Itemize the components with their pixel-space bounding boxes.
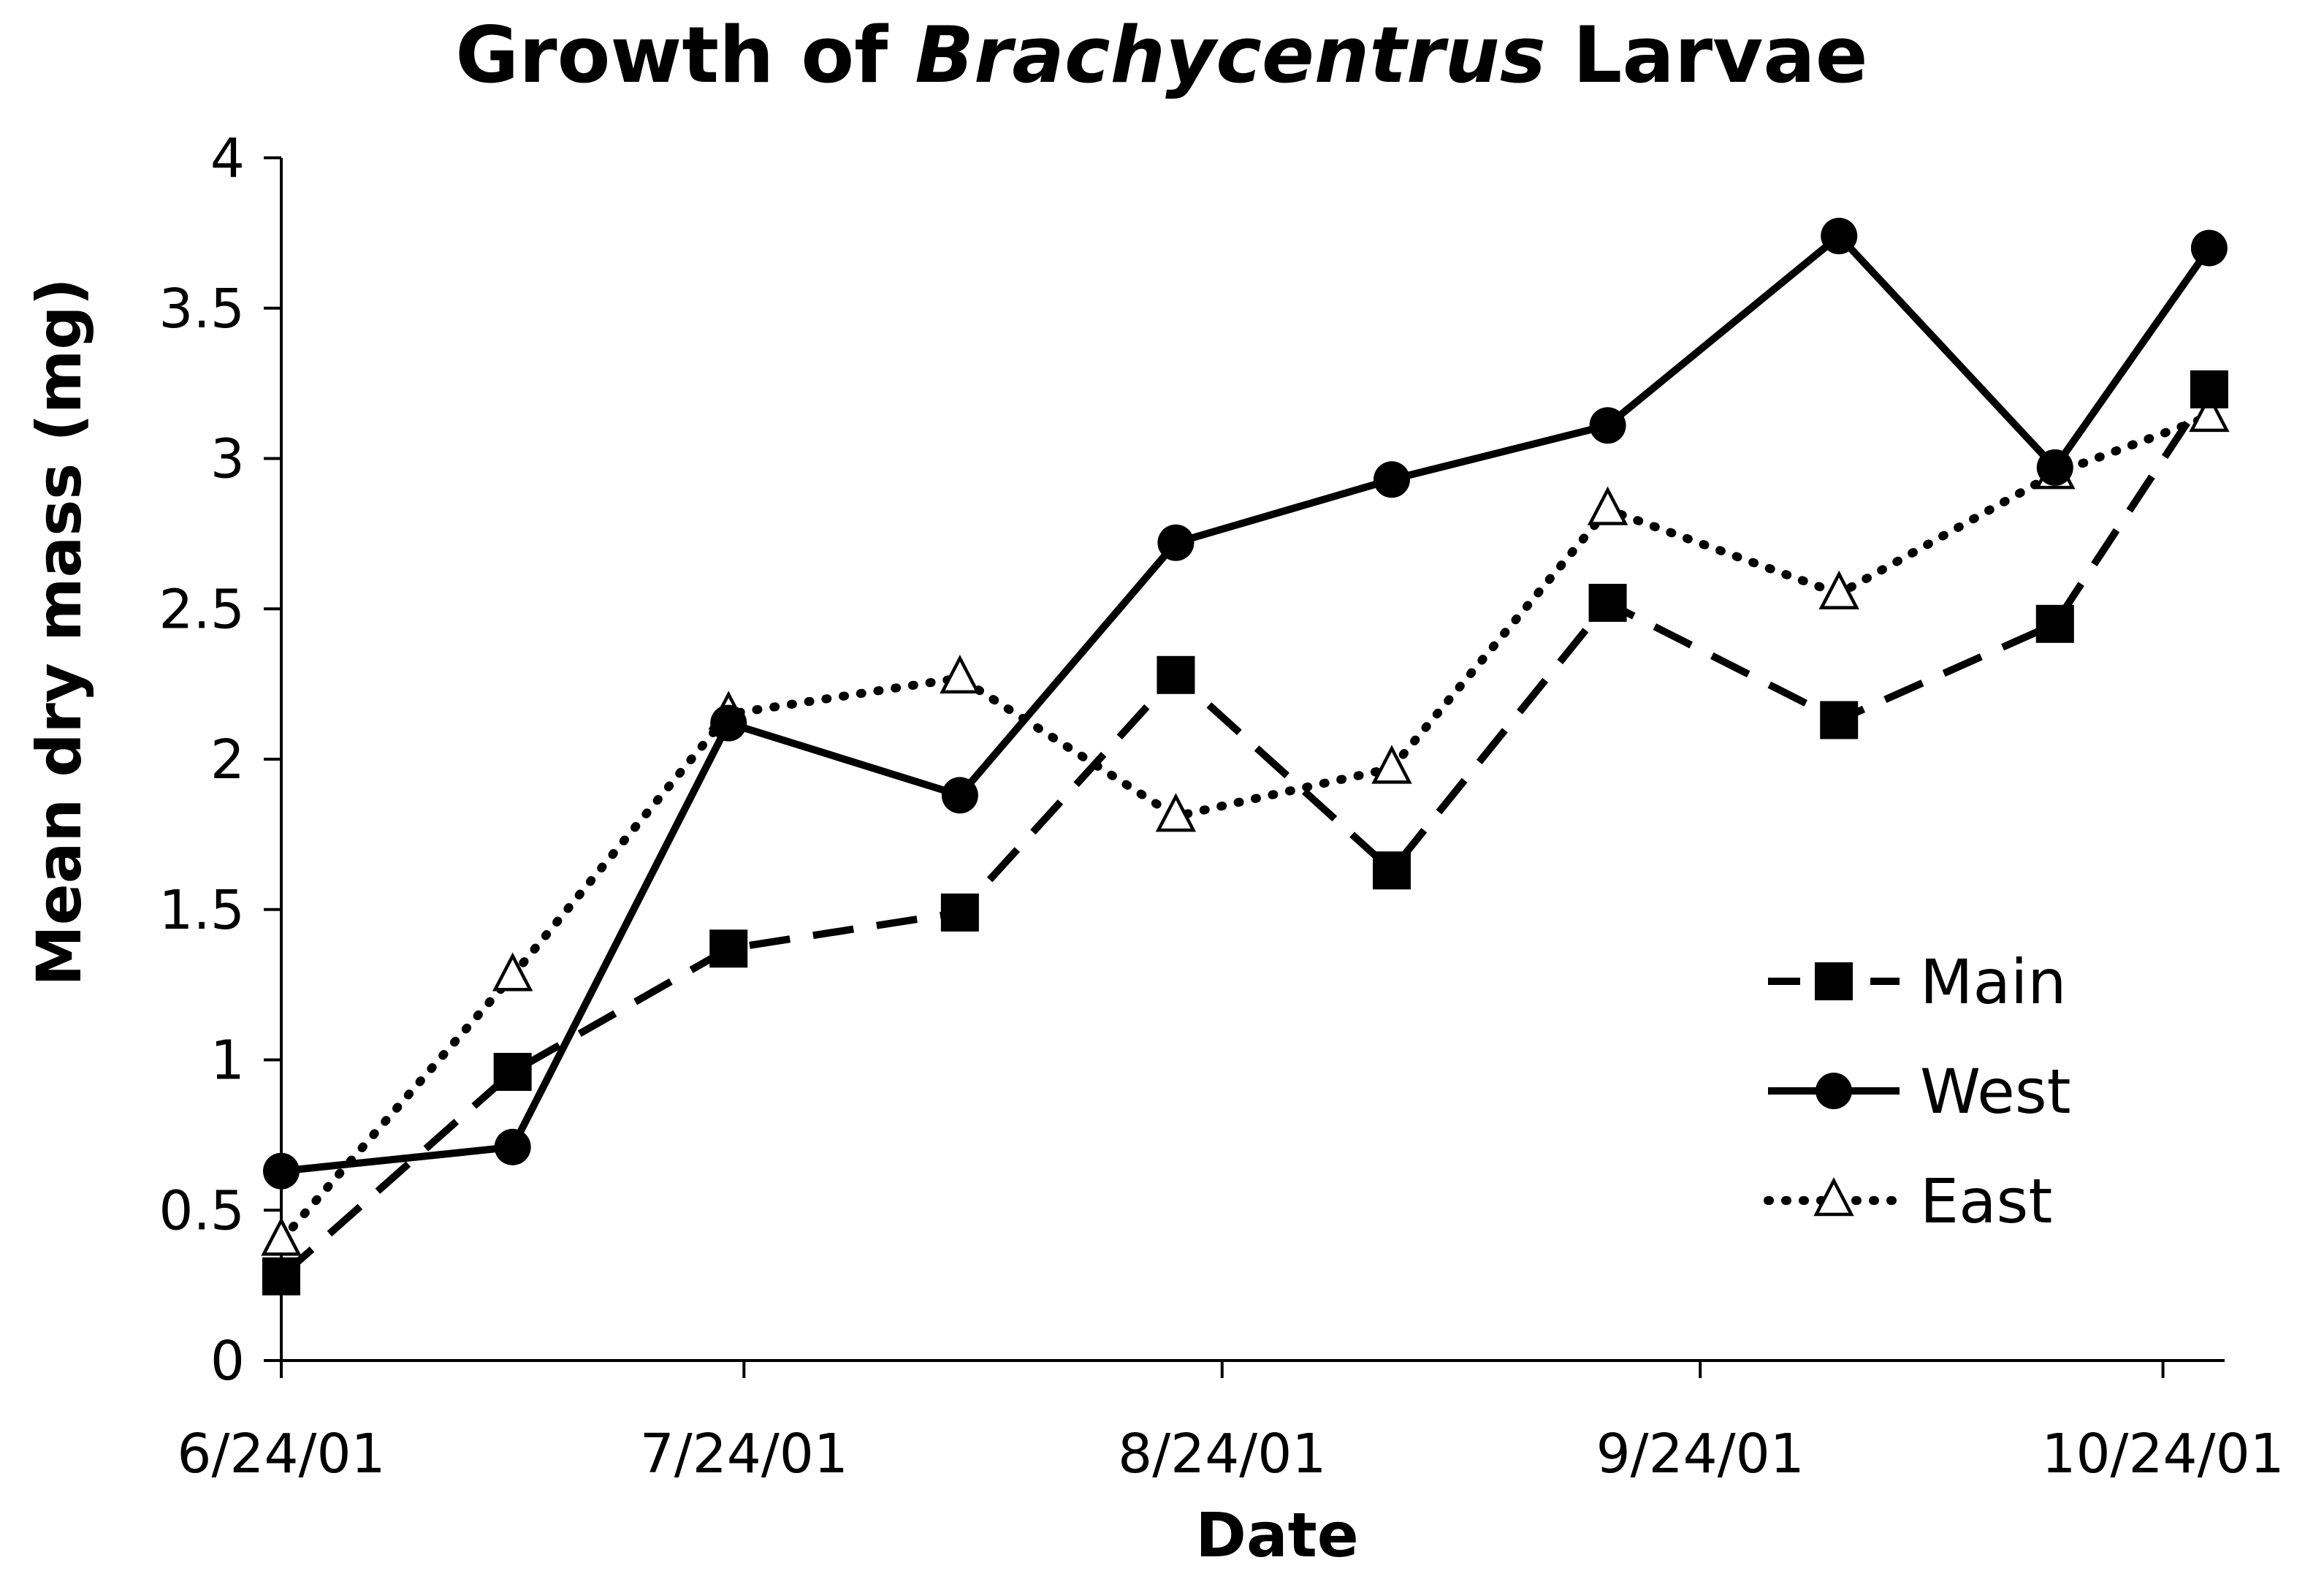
data-point-west [941,777,978,814]
data-point-main [2035,604,2074,643]
legend-marker-west [1816,1073,1852,1109]
data-point-west [494,1128,531,1165]
legend: Main West East [1764,946,2071,1237]
legend-label-east: East [1920,1165,2052,1237]
data-point-east [2189,393,2230,433]
data-point-main [940,893,979,932]
series-layer [261,217,2230,1295]
series-line-east [277,411,2214,1245]
chart-title-part-2: Brachycentrus [915,10,1546,100]
chart-title-part-3: Larvae [1546,10,1868,100]
data-point-east [1587,486,1628,525]
y-tick-label: 2.5 [159,578,245,641]
data-point-main [709,929,748,968]
y-tick-label: 1 [210,1030,245,1092]
y-tick-label: 1.5 [159,879,245,942]
data-point-main [1588,584,1627,623]
y-tick-label: 0.5 [159,1179,245,1242]
data-point-east [1371,745,1412,784]
data-point-east [1155,793,1197,832]
y-tick-label: 2 [210,728,245,791]
data-point-east [261,1217,302,1256]
x-tick-label: 6/24/01 [177,1423,385,1485]
data-point-main [262,1257,300,1295]
data-point-west [1589,407,1626,444]
data-point-main [1157,655,1195,694]
y-tick-label: 0 [210,1330,245,1393]
y-tick-label: 3.5 [159,278,245,340]
data-point-east [940,655,980,694]
data-point-main [1373,851,1411,890]
x-axis-title: Date [1195,1499,1359,1571]
x-tick-label: 7/24/01 [640,1423,848,1485]
data-point-west [263,1152,300,1190]
data-point-main [1820,701,1859,739]
data-point-west [1157,524,1195,561]
data-point-west [1821,217,1858,254]
data-point-west [2190,229,2228,267]
legend-marker-main [1815,962,1853,1000]
data-point-west [2036,449,2073,486]
data-point-west [1374,461,1410,498]
y-tick-label: 4 [210,127,245,190]
x-tick-label: 8/24/01 [1118,1423,1326,1485]
series-line-west [281,232,2212,1175]
series-line-main [278,387,2213,1279]
x-tick-label: 9/24/01 [1596,1423,1805,1485]
x-tick-label: 10/24/01 [2041,1423,2284,1485]
y-axis-title: Mean dry mass (mg) [23,278,95,986]
chart-title: Growth of Brachycentrus Larvae [455,10,1867,100]
legend-marker-east [1813,1177,1854,1217]
axes: 0 0.5 1 1.5 2 2.5 3 3.5 4 6/24/01 7/24/01 8/24/01 9/… [159,127,2284,1485]
legend-label-west: West [1920,1056,2071,1127]
data-point-main [2190,370,2228,408]
y-tick-label: 3 [210,428,245,491]
data-point-main [493,1052,532,1091]
data-point-east [492,952,533,992]
chart-title-part-1: Growth of [455,10,915,100]
data-point-west [710,704,747,742]
data-point-east [1818,570,1859,609]
legend-label-main: Main [1920,946,2067,1018]
